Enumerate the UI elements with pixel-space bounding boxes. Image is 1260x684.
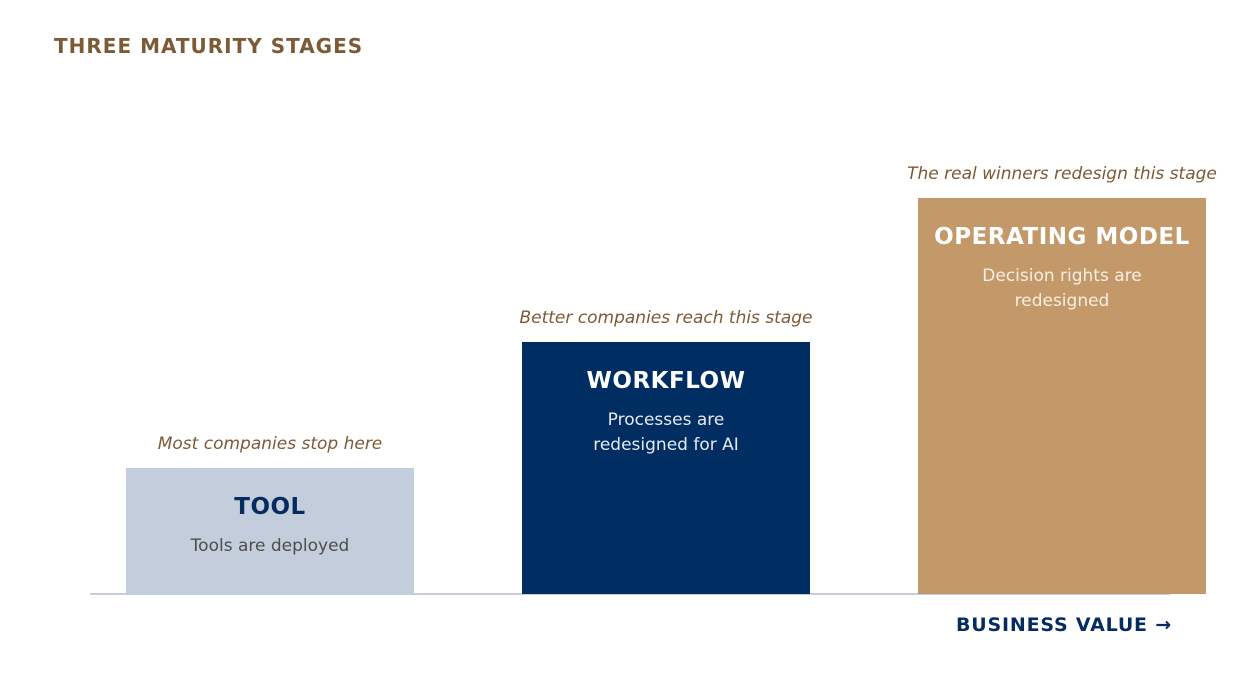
stage-caption: The real winners redesign this stage [907, 164, 1217, 184]
stage-title: OPERATING MODEL [934, 224, 1190, 250]
stage-description: Tools are deployed [190, 536, 350, 556]
stage-description: Processes are redesigned for AI [593, 410, 739, 455]
stage-box: TOOL Tools are deployed [126, 468, 414, 594]
baseline [90, 593, 1170, 595]
axis-label: BUSINESS VALUE → [956, 614, 1172, 636]
stage-title: TOOL [234, 494, 306, 520]
stage-title: WORKFLOW [586, 368, 746, 394]
stage-caption: Better companies reach this stage [519, 308, 813, 328]
stage-caption: Most companies stop here [157, 434, 383, 454]
stage-description: Decision rights are redesigned [982, 266, 1142, 311]
stage-box: WORKFLOW Processes are redesigned for AI [522, 342, 810, 594]
page-title: THREE MATURITY STAGES [54, 34, 364, 58]
stage-box: OPERATING MODEL Decision rights are rede… [918, 198, 1206, 594]
